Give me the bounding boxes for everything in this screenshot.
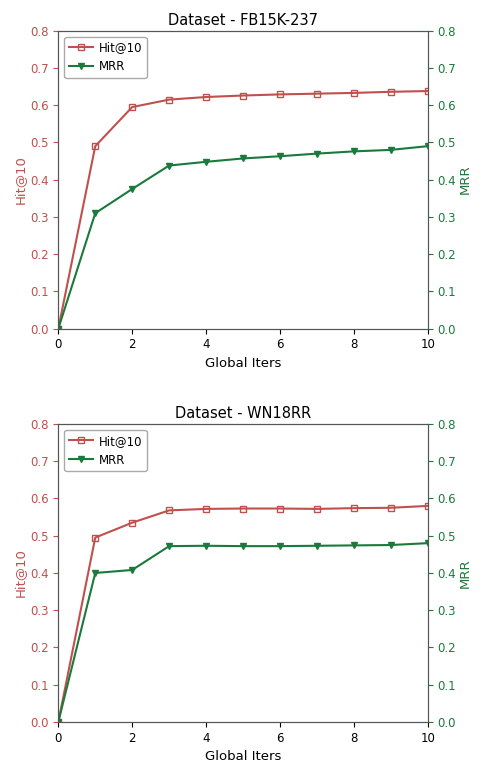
MRR xyxy=(203,157,209,167)
MRR xyxy=(314,149,320,158)
MRR xyxy=(203,541,209,551)
MRR xyxy=(55,324,61,333)
Hit@10 xyxy=(277,90,283,99)
MRR xyxy=(92,568,98,578)
Hit@10 xyxy=(240,504,246,513)
MRR xyxy=(240,154,246,163)
Line: MRR: MRR xyxy=(55,144,431,332)
Legend: Hit@10, MRR: Hit@10, MRR xyxy=(64,37,147,78)
Legend: Hit@10, MRR: Hit@10, MRR xyxy=(64,430,147,472)
Line: Hit@10: Hit@10 xyxy=(55,503,431,725)
Hit@10 xyxy=(166,95,172,104)
Y-axis label: MRR: MRR xyxy=(459,558,472,588)
Hit@10 xyxy=(277,504,283,513)
MRR xyxy=(92,209,98,218)
Hit@10 xyxy=(203,505,209,514)
Hit@10 xyxy=(425,87,431,96)
Hit@10 xyxy=(92,533,98,542)
MRR xyxy=(129,565,135,574)
Hit@10 xyxy=(388,88,394,97)
MRR xyxy=(388,145,394,154)
MRR xyxy=(240,541,246,551)
MRR xyxy=(425,141,431,151)
MRR xyxy=(166,161,172,170)
Hit@10 xyxy=(240,91,246,100)
Hit@10 xyxy=(166,506,172,515)
MRR xyxy=(55,717,61,727)
MRR xyxy=(314,541,320,551)
Hit@10 xyxy=(314,505,320,514)
MRR xyxy=(277,541,283,551)
MRR xyxy=(351,541,357,550)
X-axis label: Global Iters: Global Iters xyxy=(205,750,281,763)
MRR xyxy=(166,541,172,551)
Y-axis label: Hit@10: Hit@10 xyxy=(14,548,27,598)
Line: Hit@10: Hit@10 xyxy=(55,88,431,332)
Line: MRR: MRR xyxy=(55,541,431,725)
Hit@10 xyxy=(425,502,431,511)
Title: Dataset - FB15K-237: Dataset - FB15K-237 xyxy=(168,13,318,28)
MRR xyxy=(277,151,283,161)
Hit@10 xyxy=(129,102,135,111)
Y-axis label: Hit@10: Hit@10 xyxy=(14,155,27,204)
MRR xyxy=(129,184,135,194)
MRR xyxy=(425,538,431,548)
Hit@10 xyxy=(55,717,61,727)
MRR xyxy=(351,147,357,156)
Title: Dataset - WN18RR: Dataset - WN18RR xyxy=(175,406,311,422)
Hit@10 xyxy=(129,518,135,528)
X-axis label: Global Iters: Global Iters xyxy=(205,357,281,370)
Hit@10 xyxy=(351,504,357,513)
Hit@10 xyxy=(351,88,357,98)
Hit@10 xyxy=(314,89,320,98)
Hit@10 xyxy=(203,92,209,101)
Y-axis label: MRR: MRR xyxy=(459,165,472,194)
Hit@10 xyxy=(92,141,98,151)
Hit@10 xyxy=(55,324,61,333)
MRR xyxy=(388,541,394,550)
Hit@10 xyxy=(388,503,394,512)
